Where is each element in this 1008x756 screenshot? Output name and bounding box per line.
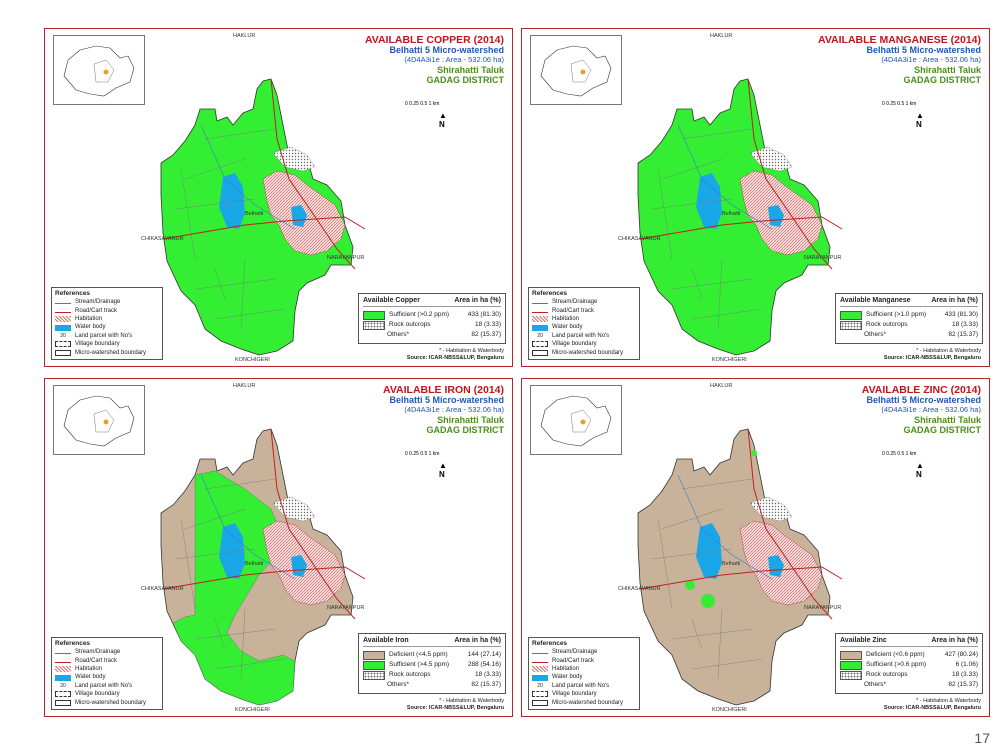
- watershed-name: Belhatti 5 Micro-watershed: [866, 395, 981, 405]
- district-name: GADAG DISTRICT: [903, 425, 982, 435]
- watershed-name: Belhatti 5 Micro-watershed: [389, 45, 504, 55]
- legend-row: Deficient (<0.6 ppm) 427 (80.24): [840, 650, 978, 660]
- references-title: References: [55, 639, 91, 647]
- place-label: KONCHIGERI: [235, 707, 270, 713]
- map-title: AVAILABLE COPPER (2014): [364, 34, 504, 46]
- page-number: 17: [974, 730, 990, 746]
- references-title: References: [55, 289, 91, 297]
- location-inset-map: [53, 35, 145, 105]
- place-label: HAKLUR: [710, 33, 733, 39]
- references-title: References: [532, 639, 568, 647]
- legend-row: Others* 82 (15.37): [387, 681, 501, 688]
- map-title: AVAILABLE MANGANESE (2014): [818, 34, 981, 46]
- legend-row: Others* 82 (15.37): [864, 681, 978, 688]
- place-label: CHIKASAVANUR: [141, 586, 184, 592]
- north-arrow-icon: ▲ N: [916, 111, 924, 129]
- place-label: NARAYANPUR: [327, 255, 365, 261]
- north-arrow-icon: ▲ N: [916, 461, 924, 479]
- map-notes: * - Habitation & Waterbody Source: ICAR-…: [406, 348, 504, 361]
- place-label: Belhatti: [245, 211, 264, 217]
- location-inset-map: [530, 35, 622, 105]
- place-label: KONCHIGERI: [712, 707, 747, 713]
- legend-row: Rock outcrops 18 (3.33): [840, 320, 978, 330]
- north-arrow-icon: ▲ N: [439, 111, 447, 129]
- legend-row: Sufficient (>0.2 ppm) 433 (81.30): [363, 310, 501, 320]
- scale-bar: 0 0.25 0.5 1 km: [405, 101, 440, 107]
- legend-table: Available Copper Area in ha (%) Sufficien…: [358, 293, 506, 344]
- legend-row: Sufficient (>1.0 ppm) 433 (81.30): [840, 310, 978, 320]
- watershed-area: (4D4A3i1e : Area - 532.06 ha): [404, 405, 504, 414]
- map-title-block: AVAILABLE MANGANESE (2014) Belhatti 5 Mi…: [818, 35, 981, 85]
- taluk-name: Shirahatti Taluk: [914, 65, 981, 75]
- place-label: KONCHIGERI: [712, 357, 747, 363]
- map-title-block: AVAILABLE COPPER (2014) Belhatti 5 Micro…: [365, 35, 504, 85]
- legend-table: Available Zinc Area in ha (%) Deficient (…: [835, 633, 983, 694]
- watershed-map: [637, 428, 843, 706]
- watershed-map: [637, 78, 843, 356]
- watershed-area: (4D4A3i1e : Area - 532.06 ha): [404, 55, 504, 64]
- place-label: Belhatti: [245, 561, 264, 567]
- map-notes: * - Habitation & Waterbody Source: ICAR-…: [406, 698, 504, 711]
- watershed-area: (4D4A3i1e : Area - 532.06 ha): [881, 55, 981, 64]
- place-label: HAKLUR: [233, 383, 256, 389]
- legend-row: Sufficient (>4.5 ppm) 288 (54.16): [363, 660, 501, 670]
- legend-row: Rock outcrops 18 (3.33): [840, 670, 978, 680]
- references-box: References Stream/Drainage Road/Cart tra…: [528, 636, 640, 710]
- map-title-block: AVAILABLE IRON (2014) Belhatti 5 Micro-w…: [383, 385, 504, 435]
- watershed-map: [160, 78, 366, 356]
- scale-bar: 0 0.25 0.5 1 km: [882, 451, 917, 457]
- references-title: References: [532, 289, 568, 297]
- place-label: HAKLUR: [233, 33, 256, 39]
- place-label: CHIKASAVANUR: [141, 236, 184, 242]
- map-panel: AVAILABLE MANGANESE (2014) Belhatti 5 Mi…: [521, 28, 990, 367]
- district-name: GADAG DISTRICT: [426, 75, 505, 85]
- map-title-block: AVAILABLE ZINC (2014) Belhatti 5 Micro-w…: [862, 385, 981, 435]
- place-label: Belhatti: [722, 561, 741, 567]
- taluk-name: Shirahatti Taluk: [437, 415, 504, 425]
- location-inset-map: [53, 385, 145, 455]
- map-panel: AVAILABLE ZINC (2014) Belhatti 5 Micro-w…: [521, 378, 990, 717]
- legend-table: Available Manganese Area in ha (%) Suffic…: [835, 293, 983, 344]
- references-box: References Stream/Drainage Road/Cart tra…: [528, 286, 640, 360]
- legend-row: Sufficient (>0.6 ppm) 6 (1.06): [840, 660, 978, 670]
- place-label: NARAYANPUR: [327, 605, 365, 611]
- place-label: CHIKASAVANUR: [618, 586, 661, 592]
- north-arrow-icon: ▲ N: [439, 461, 447, 479]
- place-label: Belhatti: [722, 211, 741, 217]
- map-title: AVAILABLE ZINC (2014): [861, 384, 981, 396]
- place-label: KONCHIGERI: [235, 357, 270, 363]
- map-notes: * - Habitation & Waterbody Source: ICAR-…: [883, 348, 981, 361]
- legend-row: Others* 82 (15.37): [864, 331, 978, 338]
- scale-bar: 0 0.25 0.5 1 km: [405, 451, 440, 457]
- place-label: NARAYANPUR: [804, 255, 842, 261]
- map-panel: AVAILABLE COPPER (2014) Belhatti 5 Micro…: [44, 28, 513, 367]
- map-notes: * - Habitation & Waterbody Source: ICAR-…: [883, 698, 981, 711]
- legend-row: Deficient (<4.5 ppm) 144 (27.14): [363, 650, 501, 660]
- place-label: NARAYANPUR: [804, 605, 842, 611]
- watershed-name: Belhatti 5 Micro-watershed: [866, 45, 981, 55]
- legend-row: Rock outcrops 18 (3.33): [363, 670, 501, 680]
- location-inset-map: [530, 385, 622, 455]
- references-box: References Stream/Drainage Road/Cart tra…: [51, 286, 163, 360]
- taluk-name: Shirahatti Taluk: [914, 415, 981, 425]
- taluk-name: Shirahatti Taluk: [437, 65, 504, 75]
- map-title: AVAILABLE IRON (2014): [383, 384, 504, 396]
- district-name: GADAG DISTRICT: [903, 75, 982, 85]
- references-box: References Stream/Drainage Road/Cart tra…: [51, 636, 163, 710]
- district-name: GADAG DISTRICT: [426, 425, 505, 435]
- watershed-area: (4D4A3i1e : Area - 532.06 ha): [881, 405, 981, 414]
- legend-row: Rock outcrops 18 (3.33): [363, 320, 501, 330]
- place-label: HAKLUR: [710, 383, 733, 389]
- watershed-name: Belhatti 5 Micro-watershed: [389, 395, 504, 405]
- legend-table: Available Iron Area in ha (%) Deficient (…: [358, 633, 506, 694]
- scale-bar: 0 0.25 0.5 1 km: [882, 101, 917, 107]
- legend-row: Others* 82 (15.37): [387, 331, 501, 338]
- place-label: CHIKASAVANUR: [618, 236, 661, 242]
- map-panel: AVAILABLE IRON (2014) Belhatti 5 Micro-w…: [44, 378, 513, 717]
- watershed-map: [160, 428, 366, 706]
